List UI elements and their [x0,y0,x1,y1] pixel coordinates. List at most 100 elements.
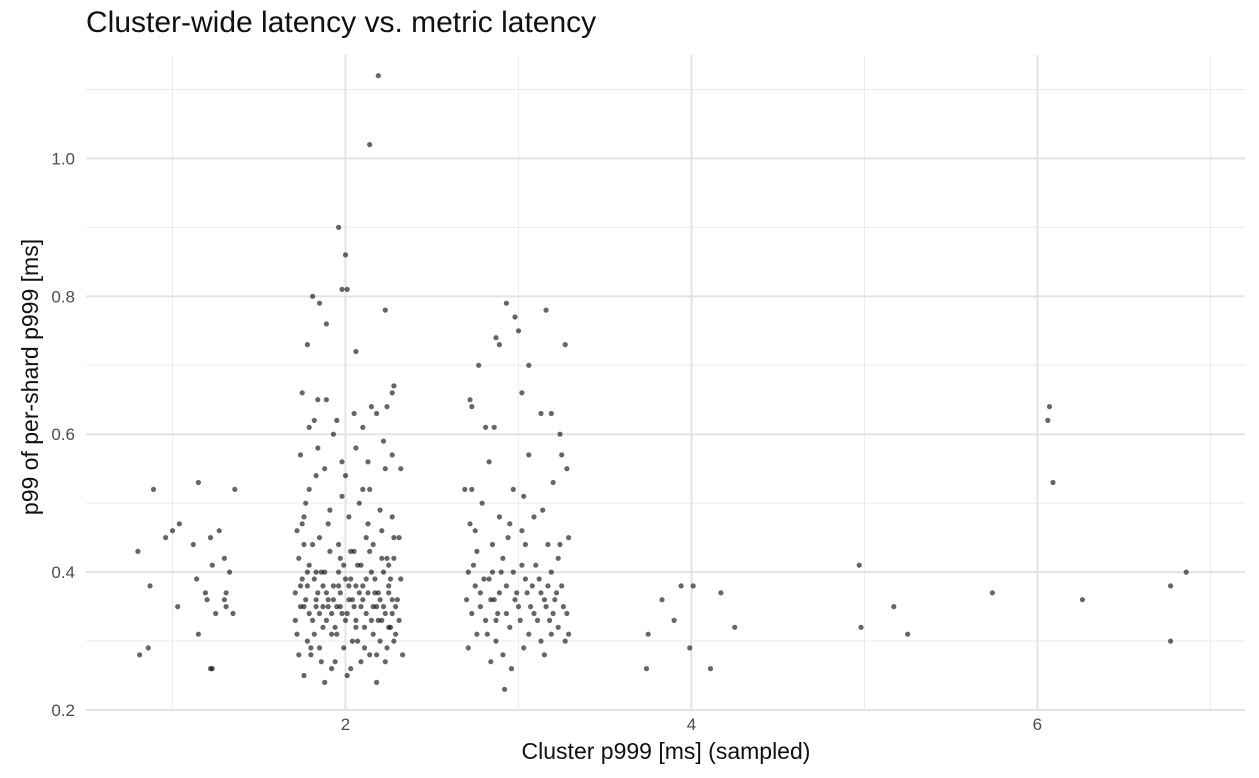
scatter-point [230,610,236,617]
y-axis-title: p99 of per-shard p999 [ms] [17,239,43,515]
scatter-point [316,610,323,617]
scatter-point [384,404,390,410]
x-axis-tick-labels: 2 4 6 [341,715,1042,734]
scatter-point [548,410,554,417]
scatter-point [325,597,331,603]
scatter-point [486,576,492,582]
scatter-point [500,652,506,658]
x-axis-title: Cluster p999 [ms] (sampled) [522,738,811,764]
scatter-point [467,397,473,403]
scatter-point [323,590,329,596]
scatter-point [339,286,345,292]
scatter-point [194,576,200,582]
scatter-point [342,576,349,582]
scatter-point [389,452,395,458]
scatter-point [382,307,388,313]
scatter-point [687,645,693,651]
scatter-point [465,645,471,651]
scatter-point [308,652,314,658]
scatter-point [306,562,312,568]
scatter-point [382,466,388,472]
scatter-point [566,535,572,541]
scatter-point [391,535,397,541]
scatter-point [377,638,383,644]
scatter-point [552,597,558,603]
scatter-point [469,610,475,617]
y-tick-label: 1.0 [51,149,75,168]
scatter-point [303,597,309,603]
scatter-point [348,666,354,672]
scatter-point [386,583,392,589]
scatter-point [380,438,387,444]
scatter-point [329,631,335,637]
scatter-point [304,569,310,575]
scatter-point [671,617,677,624]
scatter-point [522,541,529,548]
scatter-point [493,335,499,341]
scatter-point [489,541,496,548]
scatter-point [195,479,201,486]
x-tick-label: 2 [341,715,350,734]
scatter-point [1046,404,1053,410]
scatter-point [306,486,312,492]
scatter-point [531,514,537,520]
scatter-point [718,590,724,596]
scatter-point [528,604,534,610]
scatter-point [334,417,340,423]
scatter-points [135,73,1189,692]
scatter-point [346,514,352,520]
scatter-point [356,590,362,596]
scatter-point [306,424,312,430]
scatter-point [325,604,331,610]
scatter-point [353,617,359,624]
scatter-point [1183,569,1189,575]
scatter-point [296,555,302,561]
scatter-point [1050,479,1056,486]
scatter-point [643,666,650,672]
scatter-point [400,652,406,658]
scatter-point [361,624,368,630]
major-grid [86,55,1245,711]
scatter-point [368,404,374,410]
scatter-point [223,604,229,610]
scatter-point [531,610,537,617]
scatter-point [379,555,385,561]
x-tick-label: 4 [687,715,696,734]
scatter-point [465,569,471,575]
scatter-point [297,583,304,589]
scatter-point [562,342,568,348]
scatter-point [358,604,364,610]
scatter-point [303,500,309,506]
scatter-point [336,569,342,575]
scatter-point [566,631,572,637]
scatter-point [377,597,383,603]
scatter-point [370,631,376,637]
scatter-point [507,521,513,527]
scatter-point [559,452,565,458]
scatter-point [394,597,400,603]
scatter-point [327,548,333,555]
scatter-point [145,645,151,651]
scatter-point [316,535,323,541]
scatter-point [393,631,399,637]
scatter-point [365,459,371,465]
scatter-point [372,590,378,596]
scatter-point [521,493,527,499]
scatter-point [393,604,399,610]
scatter-point [519,562,525,568]
scatter-point [374,410,380,417]
scatter-point [550,610,556,617]
scatter-point [386,590,392,596]
scatter-point [1045,417,1051,423]
scatter-point [496,514,502,520]
scatter-point [313,473,319,479]
x-tick-label: 6 [1033,715,1042,734]
scatter-point [221,555,227,561]
scatter-point [526,362,532,368]
scatter-point [488,597,494,603]
scatter-point [344,286,350,292]
scatter-point [550,479,556,486]
scatter-point [500,555,506,561]
scatter-point [538,590,544,596]
scatter-point [386,562,392,568]
